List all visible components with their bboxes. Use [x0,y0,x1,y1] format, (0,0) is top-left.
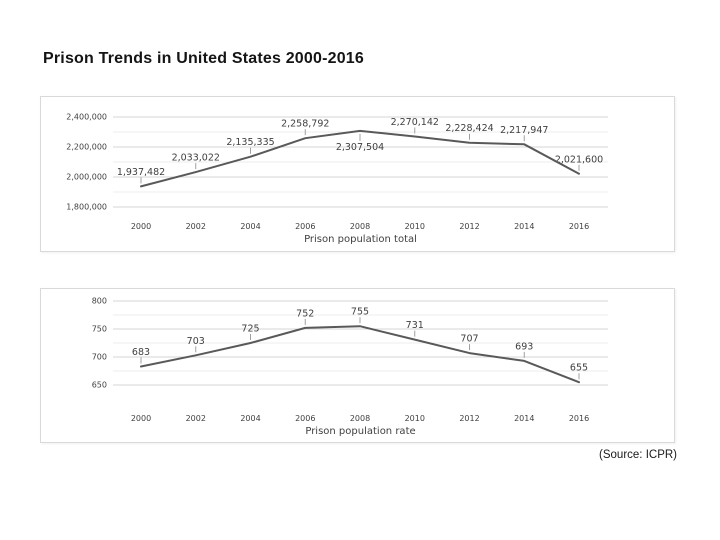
x-tick-label: 2012 [459,414,479,423]
prison-population-rate-chart-panel: 800 750 700 650 683 703 725 752 755 731 707 693 655 2… [40,288,675,443]
x-tick-label: 2000 [131,414,151,423]
y-tick-label: 750 [92,325,107,334]
x-tick-label: 2000 [131,222,151,231]
y-tick-label: 2,000,000 [66,173,107,182]
data-label: 2,217,947 [500,125,548,136]
y-tick-label: 650 [92,381,107,390]
data-label: 725 [241,324,259,335]
data-label: 2,228,424 [445,123,493,134]
source-note: (Source: ICPR) [599,449,677,461]
x-tick-label: 2012 [459,222,479,231]
y-tick-label: 1,800,000 [66,203,107,212]
y-tick-label: 800 [92,297,107,306]
data-label: 2,307,504 [336,142,384,153]
y-tick-label: 700 [92,353,107,362]
x-tick-label: 2010 [405,222,425,231]
series-line [140,129,580,188]
x-tick-label: 2004 [240,222,260,231]
x-tick-label: 2002 [186,414,206,423]
data-label: 752 [296,308,314,319]
data-label: 2,021,600 [555,154,603,165]
x-tick-label: 2010 [405,414,425,423]
data-label: 2,033,022 [172,153,220,164]
x-tick-label: 2016 [569,222,589,231]
y-tick-label: 2,200,000 [66,143,107,152]
data-label: 693 [515,341,533,352]
data-label: 1,937,482 [117,167,165,178]
y-tick-label: 2,400,000 [66,113,107,122]
data-label: 655 [570,363,588,374]
prison-population-total-chart-panel: 2,400,000 2,200,000 2,000,000 1,800,000 1,93… [40,96,675,252]
data-label: 2,270,142 [391,117,439,128]
x-tick-label: 2014 [514,414,534,423]
data-label: 683 [132,347,150,358]
data-label: 2,135,335 [226,137,274,148]
x-tick-label: 2006 [295,414,315,423]
data-label: 2,258,792 [281,119,329,130]
x-tick-label: 2006 [295,222,315,231]
prison-population-rate-chart: 800 750 700 650 683 703 725 752 755 731 707 693 655 2… [92,297,608,437]
data-label: 707 [460,334,478,345]
x-tick-label: 2004 [240,414,260,423]
x-tick-label: 2014 [514,222,534,231]
data-label: 755 [351,307,369,318]
data-label: 703 [187,336,205,347]
axis-title: Prison population rate [305,426,415,437]
x-tick-label: 2008 [350,414,370,423]
series-line [140,325,580,384]
axis-title: Prison population total [304,234,417,245]
prison-population-total-chart: 2,400,000 2,200,000 2,000,000 1,800,000 1,93… [66,113,608,245]
x-tick-label: 2016 [569,414,589,423]
data-label: 731 [406,320,424,331]
page-title: Prison Trends in United States 2000-2016 [43,50,365,67]
x-tick-label: 2008 [350,222,370,231]
x-tick-label: 2002 [186,222,206,231]
